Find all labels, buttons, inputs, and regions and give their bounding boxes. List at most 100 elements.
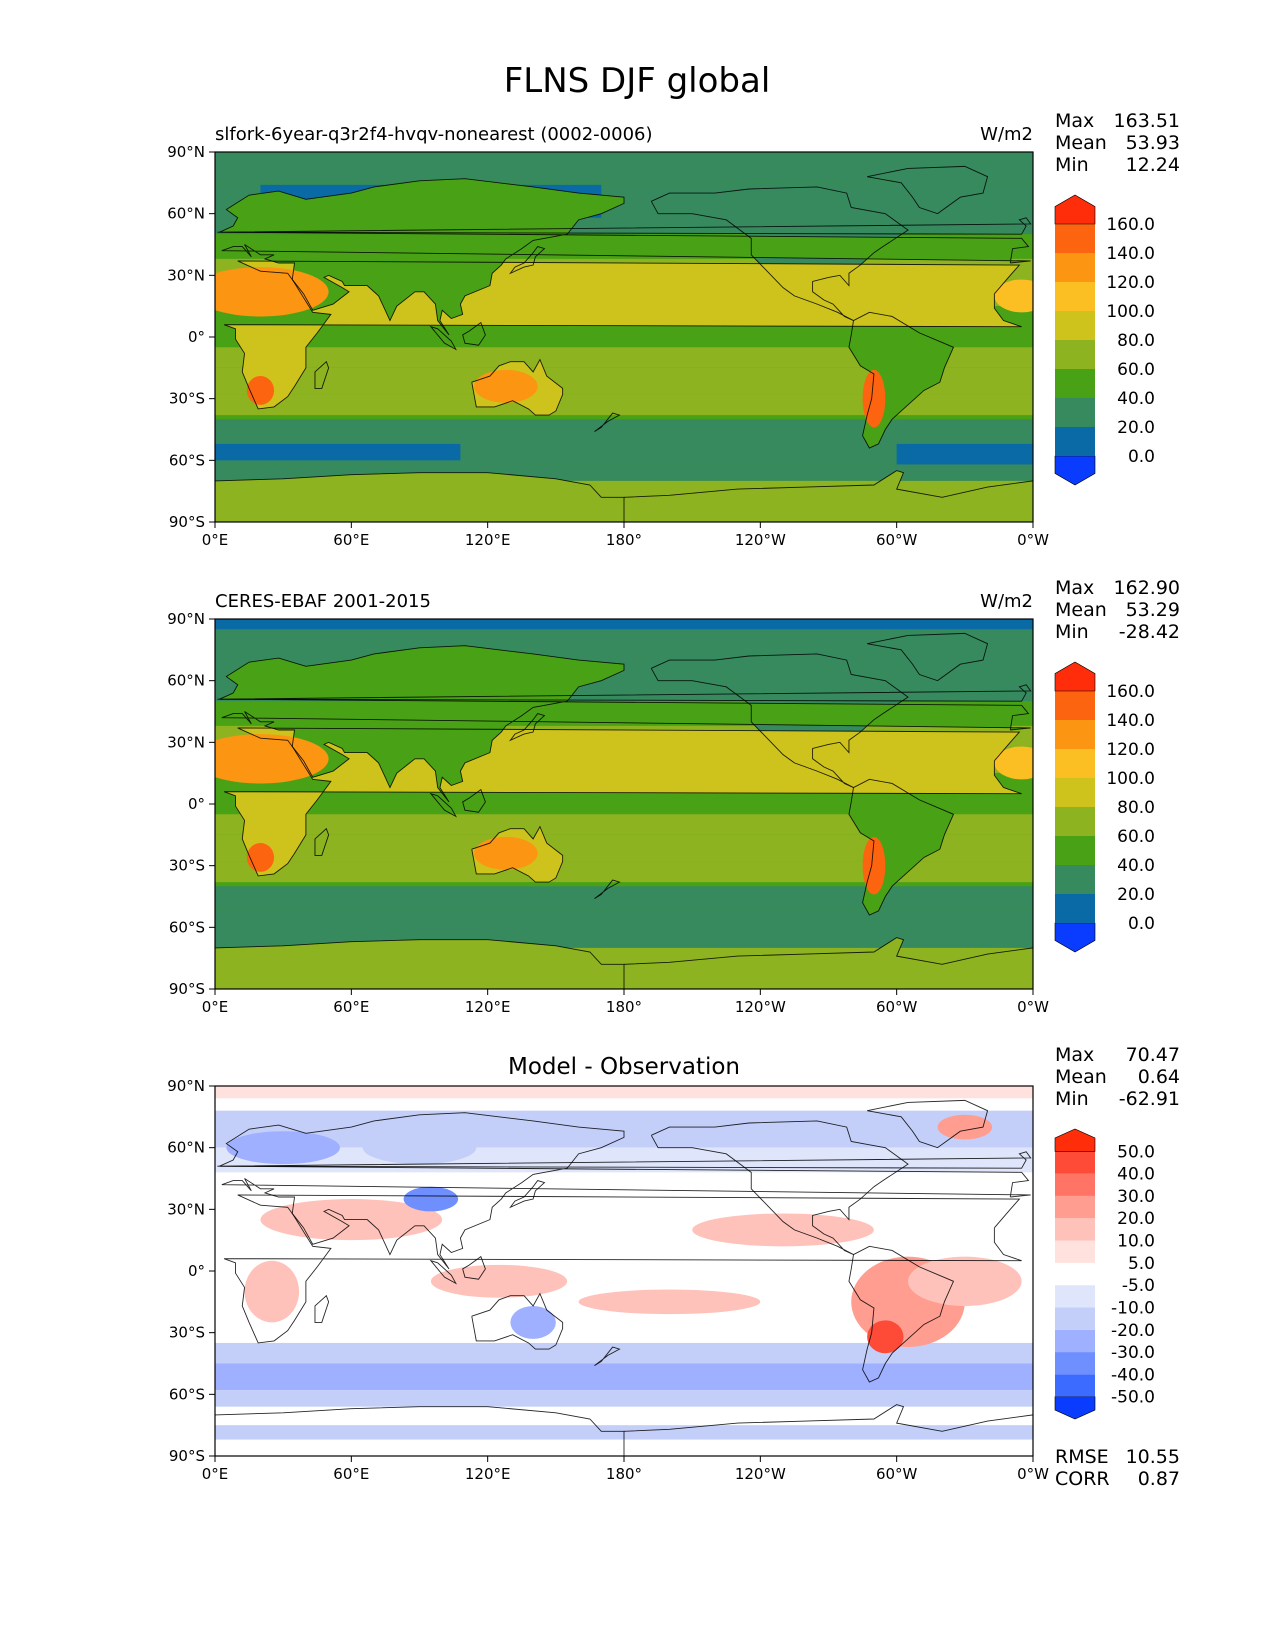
field-anomaly — [430, 1264, 568, 1298]
panels: 0°E 60°E 120°E 180° 120°W 60°W 0°W 90°N 60°N 30°N… — [167, 110, 1180, 1490]
coastline-australia — [471, 358, 564, 416]
coastline-new-zealand — [594, 1346, 621, 1366]
coastline-uk — [217, 1151, 1032, 1169]
colorbar-swatch — [1055, 749, 1095, 778]
coastline-madagascar — [314, 827, 330, 856]
stat-value-mean: 53.29 — [1126, 599, 1180, 621]
y-tick-label: 30°S — [169, 390, 205, 408]
colorbar-swatch — [1055, 1307, 1095, 1330]
colorbar-swatch — [1055, 311, 1095, 340]
y-tick-label: 30°S — [169, 1324, 205, 1342]
x-tick-label: 0°E — [202, 998, 229, 1016]
colorbar-swatch — [1055, 1374, 1095, 1397]
metric-label-corr: CORR — [1055, 1468, 1110, 1490]
colorbar-swatch — [1055, 836, 1095, 865]
colorbar-swatch — [1055, 253, 1095, 282]
coastline-australia — [471, 825, 564, 883]
field-anomaly — [510, 1305, 556, 1339]
coastlines — [215, 632, 1033, 989]
coastline-eurasia — [219, 1112, 1031, 1270]
y-tick-label: 0° — [188, 1262, 205, 1280]
x-tick-label: 120°W — [735, 531, 786, 549]
coastline-south-america — [848, 1245, 955, 1383]
colorbar-label: 20.0 — [1117, 1209, 1155, 1229]
colorbar-label: -20.0 — [1111, 1321, 1155, 1341]
y-tick-label: 30°N — [167, 266, 205, 284]
field-band — [215, 814, 1033, 835]
panel-test: 0°E 60°E 120°E 180° 120°W 60°W 0°W 90°N 60°N 30°N… — [167, 110, 1180, 549]
field-hotspot — [246, 376, 275, 405]
stat-label-mean: Mean — [1055, 1066, 1107, 1088]
field-anomaly — [362, 1131, 477, 1165]
y-tick-label: 60°S — [169, 1385, 205, 1403]
colorbar-swatch — [1055, 720, 1095, 749]
field-band — [215, 1086, 1033, 1099]
x-tick-label: 60°E — [333, 531, 369, 549]
colorbar-swatch — [1055, 1151, 1095, 1174]
x-tick-label: 120°E — [465, 1465, 511, 1483]
colorbar-swatch — [1054, 922, 1096, 953]
coastline-africa — [223, 727, 1022, 877]
colorbar-label: 140.0 — [1106, 711, 1155, 731]
panel-units: W/m2 — [980, 124, 1033, 145]
coastline-antarctica-west — [623, 937, 1033, 989]
stat-label-max: Max — [1055, 110, 1094, 132]
coastline-sumatra — [429, 792, 457, 818]
coastline-north-america — [650, 1120, 909, 1255]
colorbar-label: 40.0 — [1117, 856, 1155, 876]
colorbar-label: 40.0 — [1117, 389, 1155, 409]
coastline-greenland — [867, 1099, 989, 1149]
coastline-north-america — [650, 653, 909, 788]
y-tick-label: 90°S — [169, 980, 205, 998]
colorbar-swatch — [1054, 1396, 1096, 1420]
stat-value-min: -28.42 — [1119, 621, 1180, 643]
colorbar-label: 100.0 — [1106, 769, 1155, 789]
field-band — [215, 394, 1033, 416]
colorbar-label: 80.0 — [1117, 331, 1155, 351]
field-band — [215, 861, 1033, 883]
colorbar-label: 0.0 — [1128, 914, 1155, 934]
land-antarctica-west — [624, 470, 1033, 522]
colorbar-label: 20.0 — [1117, 885, 1155, 905]
field-band — [215, 1363, 1033, 1391]
x-tick-label: 60°E — [333, 1465, 369, 1483]
field-anomaly — [244, 1260, 300, 1323]
coastline-japan — [509, 1180, 546, 1209]
colorbar-swatch — [1055, 427, 1095, 456]
field-hotspot — [215, 734, 329, 784]
metric-label-rmse: RMSE — [1055, 1446, 1109, 1468]
x-tick-label: 120°E — [465, 998, 511, 1016]
x-tick-label: 120°E — [465, 531, 511, 549]
stat-value-mean: 53.93 — [1126, 132, 1180, 154]
field-anomaly — [403, 1186, 459, 1212]
x-tick-label: 60°E — [333, 998, 369, 1016]
metric-value-rmse: 10.55 — [1126, 1446, 1180, 1468]
x-tick-label: 120°W — [735, 998, 786, 1016]
coastline-antarctica-west — [623, 470, 1033, 522]
x-tick-label: 0°E — [202, 1465, 229, 1483]
coastline-eurasia — [219, 178, 1031, 336]
coastline-uk — [217, 217, 1032, 235]
y-tick-label: 60°S — [169, 451, 205, 469]
colorbar-swatch — [1055, 1173, 1095, 1196]
land-africa — [224, 260, 1022, 409]
colorbar-swatch — [1055, 1329, 1095, 1353]
coastline-eurasia — [219, 645, 1031, 803]
panel-diff: 0°E 60°E 120°E 180° 120°W 60°W 0°W 90°N 60°N 30°N… — [167, 1044, 1180, 1490]
panel-units: W/m2 — [980, 591, 1033, 612]
land-antarctica — [215, 939, 624, 989]
colorbar: -50.0 -40.0-30.0-20.0 -10.0-5.05.010.0 20.0… — [1054, 1128, 1155, 1420]
coastline-uk — [217, 684, 1032, 702]
colorbar-label: 60.0 — [1117, 827, 1155, 847]
colorbar-label: -50.0 — [1111, 1388, 1155, 1408]
colorbar-label: 40.0 — [1117, 1165, 1155, 1185]
coastline-madagascar — [314, 1294, 330, 1323]
field-hotspot — [215, 267, 329, 317]
coastlines — [215, 1099, 1033, 1456]
land-antarctica — [215, 472, 624, 522]
stat-value-min: -62.91 — [1119, 1088, 1180, 1110]
colorbar-swatch — [1055, 778, 1095, 807]
y-tick-label: 60°N — [167, 672, 205, 690]
field-band — [215, 619, 1033, 630]
